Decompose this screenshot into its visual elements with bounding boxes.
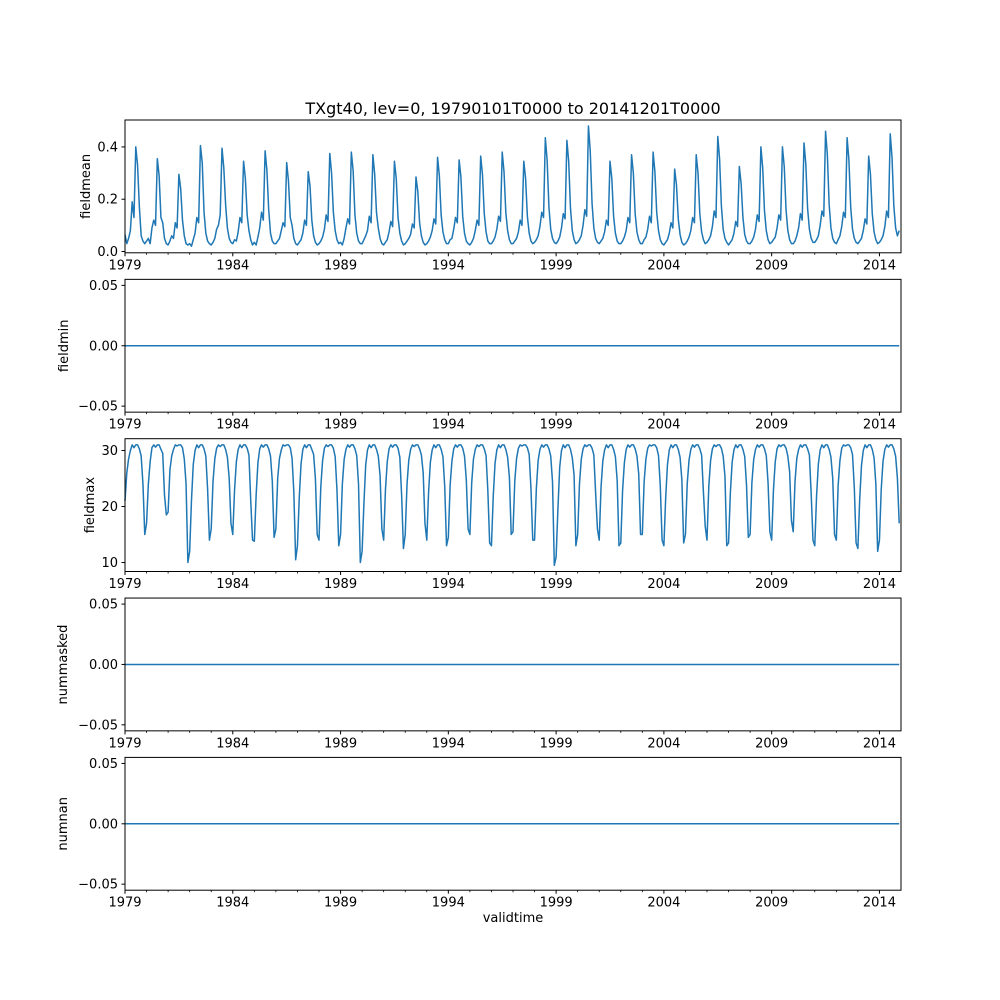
tick-label: 1999	[540, 577, 573, 592]
y-axis-label-fieldmin: fieldmin	[57, 320, 72, 373]
tick-label: 2014	[863, 258, 896, 273]
tick-label: 2014	[863, 577, 896, 592]
tick-label: 1979	[108, 577, 141, 592]
tick-label: 2004	[647, 736, 680, 751]
tick-label: 1989	[324, 418, 357, 433]
tick-label: 1984	[216, 896, 249, 911]
tick-label: 1989	[324, 577, 357, 592]
tick-label: 1989	[324, 896, 357, 911]
y-axis-label-fieldmax: fieldmax	[83, 477, 98, 534]
tick-label: 1989	[324, 258, 357, 273]
tick-label: 2009	[755, 736, 788, 751]
tick-label: 1994	[432, 577, 465, 592]
tick-label: 2009	[755, 418, 788, 433]
y-axis-label-numnan: numnan	[56, 797, 71, 851]
tick-label: 1979	[108, 418, 141, 433]
tick-label: 1994	[432, 258, 465, 273]
tick-label: 2009	[755, 577, 788, 592]
tick-label: 1979	[108, 896, 141, 911]
tick-label: 1994	[432, 736, 465, 751]
subplot-fieldmean: 0.0 0.2 0.4 1979 1984 1989 1994 1999 2004 2009 201…	[79, 119, 902, 273]
tick-label: 1984	[216, 577, 249, 592]
tick-label: 1989	[324, 736, 357, 751]
tick-label: 0.05	[89, 598, 118, 613]
tick-label: 1979	[108, 736, 141, 751]
tick-label: 2004	[647, 258, 680, 273]
tick-label: 2014	[863, 736, 896, 751]
tick-label: 20	[101, 500, 118, 515]
tick-label: 0.4	[97, 140, 118, 155]
tick-label: −0.05	[78, 878, 118, 893]
tick-label: 2004	[647, 896, 680, 911]
axes-frame	[124, 438, 902, 573]
tick-label: 2004	[647, 577, 680, 592]
tick-label: 30	[101, 444, 118, 459]
tick-label: 2014	[863, 418, 896, 433]
chart-title: TXgt40, lev=0, 19790101T0000 to 20141201…	[305, 99, 721, 118]
tick-label: 0.00	[89, 658, 118, 673]
tick-label: 1994	[432, 896, 465, 911]
subplot-nummasked: −0.05 0.00 0.05 1979 1984 1989 1994 1999 2004 200…	[56, 597, 902, 751]
tick-label: 0.05	[89, 757, 118, 772]
subplot-numnan: −0.05 0.00 0.05 1979 1984 1989 1994 1999 2004 200…	[56, 756, 902, 911]
tick-label: 1984	[216, 736, 249, 751]
tick-label: 0.00	[89, 339, 118, 354]
tick-label: 2014	[863, 896, 896, 911]
x-axis-label: validtime	[482, 911, 544, 926]
tick-label: 0.05	[89, 279, 118, 294]
y-axis-label-nummasked: nummasked	[56, 625, 71, 705]
tick-label: 0.0	[97, 245, 118, 260]
tick-label: 2009	[755, 896, 788, 911]
subplot-fieldmin: −0.05 0.00 0.05 1979 1984 1989 1994 1999 2004 200…	[57, 278, 902, 433]
tick-label: 1984	[216, 418, 249, 433]
tick-label: 10	[101, 556, 118, 571]
tick-label: 1999	[540, 258, 573, 273]
tick-label: 1979	[108, 258, 141, 273]
tick-label: 1999	[540, 896, 573, 911]
tick-label: 1999	[540, 418, 573, 433]
tick-label: −0.05	[78, 400, 118, 415]
subplot-fieldmax: 10 20 30 1979 1984 1989 1994 1999 2004 2009 2014 fi…	[83, 438, 902, 592]
tick-label: 1994	[432, 418, 465, 433]
fieldmean-line	[124, 125, 900, 248]
tick-label: 2009	[755, 258, 788, 273]
tick-label: 1999	[540, 736, 573, 751]
fieldmax-line	[124, 444, 900, 567]
y-axis-label-fieldmean: fieldmean	[79, 154, 94, 219]
tick-label: 2004	[647, 418, 680, 433]
tick-label: 0.00	[89, 817, 118, 832]
tick-label: −0.05	[78, 718, 118, 733]
tick-label: 0.2	[97, 193, 118, 208]
tick-label: 1984	[216, 258, 249, 273]
